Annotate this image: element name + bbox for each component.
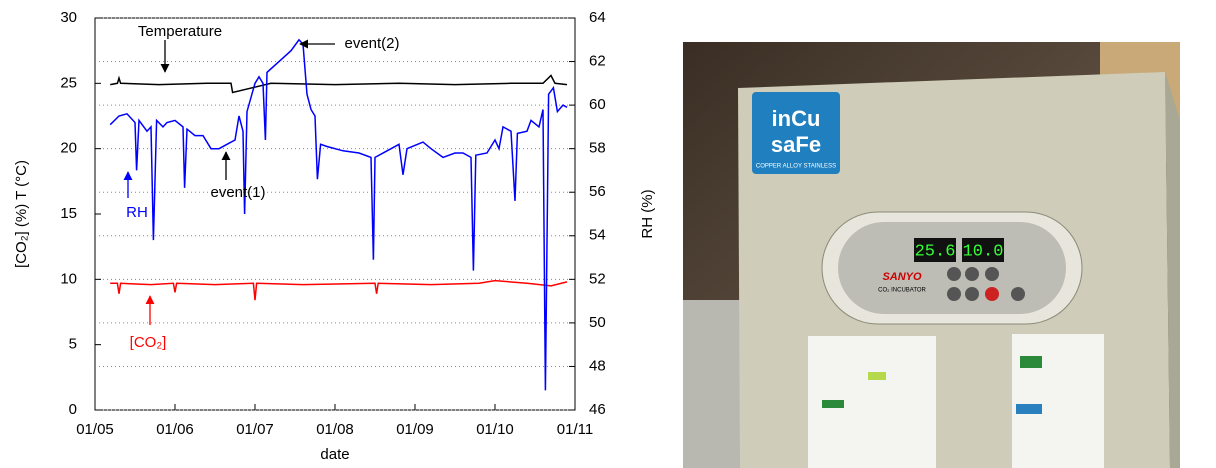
x-tick-label: 01/07 — [236, 421, 274, 438]
brand: SANYO — [882, 271, 922, 283]
incubator-side — [1165, 72, 1180, 468]
x-tick-label: 01/11 — [557, 421, 593, 438]
x-tick-label: 01/09 — [396, 421, 434, 438]
x-tick-label: 01/05 — [76, 421, 114, 438]
y-tick-label: 20 — [60, 140, 77, 157]
button — [1011, 287, 1025, 301]
series-line — [110, 74, 568, 94]
x-axis-label: date — [320, 446, 349, 463]
y-tick-label: 0 — [69, 401, 77, 418]
logo-caption: COPPER ALLOY STAINLESS — [756, 164, 836, 170]
model: CO₂ INCUBATOR — [878, 288, 926, 294]
annotation: [CO₂] — [130, 334, 167, 351]
annotation: event(1) — [210, 184, 265, 201]
annotation: Temperature — [138, 23, 222, 40]
series-line — [109, 38, 568, 391]
y2-tick-label: 50 — [589, 314, 606, 331]
y2-tick-label: 48 — [589, 357, 606, 374]
y2-tick-label: 64 — [589, 9, 606, 26]
sticker — [868, 372, 886, 380]
y2-tick-label: 52 — [589, 270, 606, 287]
display — [914, 238, 956, 262]
y2-axis-label: RH (%) — [639, 189, 656, 238]
button — [965, 267, 979, 281]
co2-display: 10.0 — [963, 242, 1004, 261]
y2-tick-label: 56 — [589, 183, 606, 200]
y-tick-label: 10 — [60, 270, 77, 287]
x-tick-label: 01/10 — [476, 421, 514, 438]
x-tick-label: 01/08 — [316, 421, 354, 438]
y-axis-label: [CO₂] (%) T (°C) — [13, 160, 30, 268]
plot-frame — [94, 17, 576, 411]
paper-sheet — [1012, 334, 1104, 468]
side-equipment — [683, 300, 743, 468]
y2-tick-label: 62 — [589, 53, 606, 70]
annotation: event(2) — [344, 35, 399, 52]
x-tick-label: 01/06 — [156, 421, 194, 438]
y-tick-label: 25 — [60, 74, 77, 91]
y2-tick-label: 58 — [589, 140, 606, 157]
y2-tick-label: 60 — [589, 96, 606, 113]
y2-tick-label: 46 — [589, 401, 606, 418]
sticker — [1016, 404, 1042, 414]
display — [962, 238, 1004, 262]
y2-tick-label: 54 — [589, 227, 606, 244]
sticker — [822, 400, 844, 408]
button — [985, 287, 999, 301]
photo: inCu saFe COPPER ALLOY STAINLESS 25.6 10… — [683, 42, 1180, 468]
y-tick-label: 15 — [60, 205, 77, 222]
button — [947, 267, 961, 281]
temperature-display: 25.6 — [915, 242, 956, 261]
logo-text: inCu — [772, 106, 821, 131]
button — [985, 267, 999, 281]
logo-text: saFe — [771, 132, 821, 157]
y-tick-label: 30 — [60, 9, 77, 26]
button — [947, 287, 961, 301]
logo-badge — [752, 92, 840, 174]
sticker — [1020, 356, 1042, 368]
y-tick-label: 5 — [69, 336, 77, 353]
series-line — [110, 279, 568, 301]
button — [965, 287, 979, 301]
annotation: RH — [126, 204, 148, 221]
